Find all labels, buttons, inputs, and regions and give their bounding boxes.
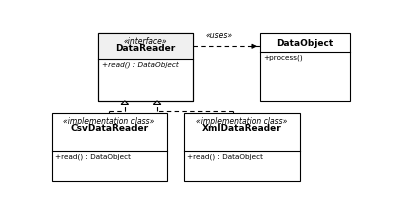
Polygon shape xyxy=(153,101,161,104)
Bar xyxy=(98,33,193,59)
Bar xyxy=(98,33,193,101)
Text: «implementation class»: «implementation class» xyxy=(196,117,288,126)
Text: +read() : DataObject: +read() : DataObject xyxy=(55,154,132,160)
Polygon shape xyxy=(121,101,129,104)
Text: DataReader: DataReader xyxy=(115,44,176,53)
Bar xyxy=(260,33,350,101)
Text: «implementation class»: «implementation class» xyxy=(63,117,155,126)
Bar xyxy=(98,33,193,101)
Text: +read() : DataObject: +read() : DataObject xyxy=(102,61,179,68)
Text: +read() : DataObject: +read() : DataObject xyxy=(188,154,263,160)
Text: DataObject: DataObject xyxy=(276,39,334,48)
Text: CsvDataReader: CsvDataReader xyxy=(70,124,148,133)
Text: «uses»: «uses» xyxy=(205,31,233,40)
Bar xyxy=(52,113,167,181)
Text: XmlDataReader: XmlDataReader xyxy=(202,124,282,133)
Text: «interface»: «interface» xyxy=(124,37,168,46)
Text: +process(): +process() xyxy=(263,55,303,61)
Bar xyxy=(184,113,300,181)
